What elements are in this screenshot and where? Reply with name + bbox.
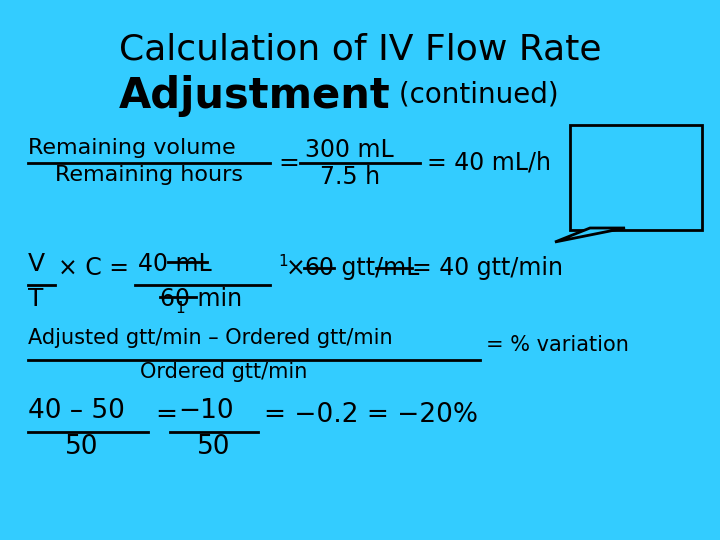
Text: 300 mL: 300 mL — [305, 138, 394, 162]
Text: T: T — [28, 287, 43, 311]
Text: Calculation of IV Flow Rate: Calculation of IV Flow Rate — [119, 32, 601, 66]
Text: 40 – 50: 40 – 50 — [28, 398, 125, 424]
Text: Adjustment: Adjustment — [119, 75, 391, 117]
Text: ×: × — [286, 256, 313, 280]
Text: =: = — [278, 151, 299, 175]
Text: gtt/mL: gtt/mL — [334, 256, 419, 280]
Polygon shape — [555, 228, 625, 242]
Text: × C =: × C = — [58, 256, 129, 280]
Text: Remaining hours: Remaining hours — [55, 165, 243, 185]
Text: = 40 mL/h: = 40 mL/h — [427, 151, 551, 175]
Text: = 40 gtt/min: = 40 gtt/min — [412, 256, 563, 280]
Text: Adjusted
flow rate: Adjusted flow rate — [583, 152, 689, 195]
Text: 50: 50 — [197, 434, 230, 460]
Text: −10: −10 — [178, 398, 233, 424]
Text: 1: 1 — [175, 301, 184, 316]
Text: Remaining volume: Remaining volume — [28, 138, 235, 158]
Text: V: V — [28, 252, 45, 276]
FancyBboxPatch shape — [570, 125, 702, 230]
Text: 60: 60 — [304, 256, 334, 280]
Text: 50: 50 — [65, 434, 99, 460]
Text: (continued): (continued) — [390, 80, 559, 108]
Text: Adjusted gtt/min – Ordered gtt/min: Adjusted gtt/min – Ordered gtt/min — [28, 328, 392, 348]
Text: =: = — [155, 402, 177, 428]
Text: 1: 1 — [278, 254, 287, 269]
Text: 40 mL: 40 mL — [138, 252, 212, 276]
Text: Ordered gtt/min: Ordered gtt/min — [140, 362, 307, 382]
Text: 60 min: 60 min — [160, 287, 242, 311]
Text: = % variation: = % variation — [486, 335, 629, 355]
Text: = −0.2 = −20%: = −0.2 = −20% — [264, 402, 478, 428]
Text: 7.5 h: 7.5 h — [320, 165, 380, 189]
